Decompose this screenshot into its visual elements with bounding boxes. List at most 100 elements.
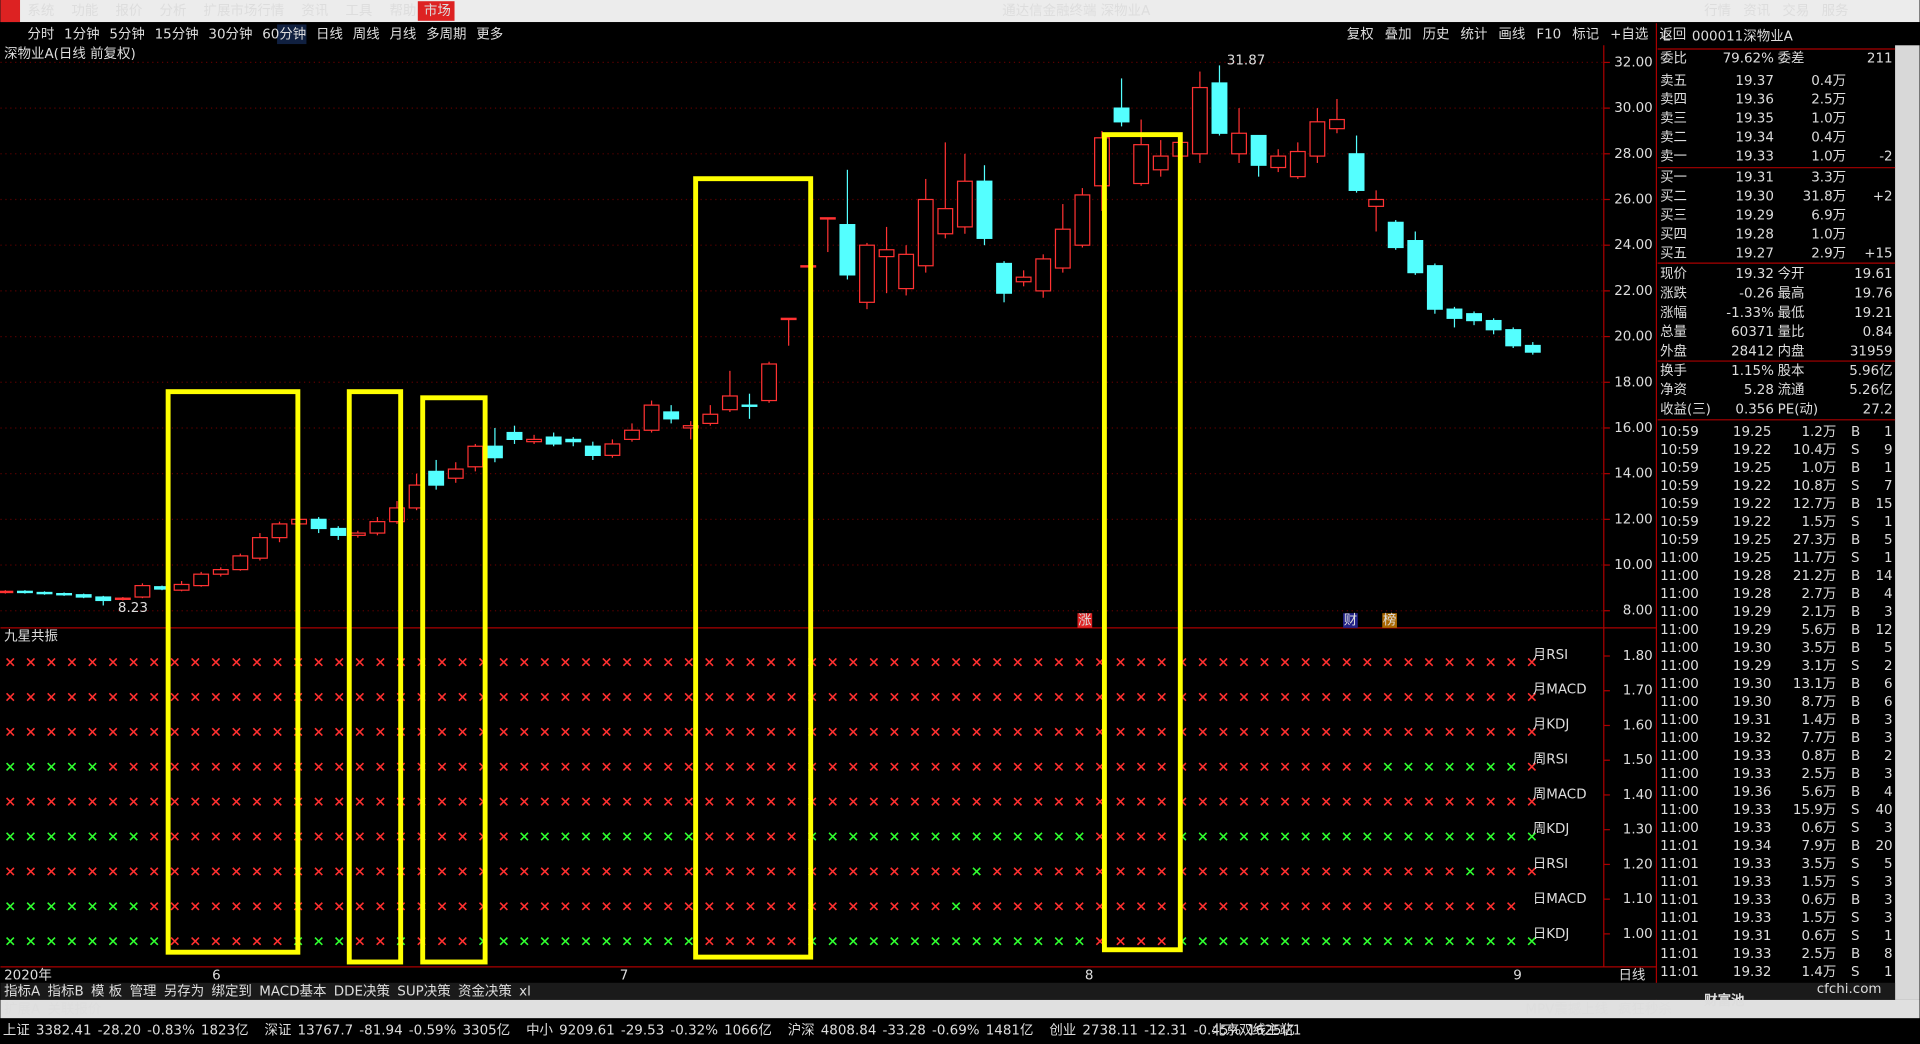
indicator-tab[interactable]: 资金决策: [458, 982, 512, 999]
period-tab[interactable]: 30分钟: [208, 25, 252, 42]
indicator-tab[interactable]: DDE决策: [334, 982, 391, 999]
signal-cross: [1157, 797, 1166, 806]
signal-cross: [1136, 762, 1146, 772]
top-button[interactable]: 服务: [1822, 3, 1849, 19]
signal-cross: [88, 762, 97, 772]
signal-cross: [232, 936, 241, 946]
signal-cross: [6, 762, 15, 772]
signal-cross: [149, 657, 159, 667]
tool-button[interactable]: 返回: [1659, 26, 1686, 42]
indicator-tab[interactable]: 模 板: [91, 983, 122, 999]
signal-cross: [1136, 936, 1146, 946]
period-tab[interactable]: 月线: [389, 26, 416, 42]
candle-body: [1250, 134, 1267, 166]
indicator-tab[interactable]: 绑定到: [212, 983, 252, 999]
quote-value: 1.4万: [1801, 713, 1836, 728]
tick-side: B: [1851, 677, 1860, 692]
signal-cross: [705, 867, 714, 876]
quote-value: 3.3万: [1811, 170, 1846, 185]
quote-value: 8.7万: [1801, 695, 1836, 710]
indicator-tab[interactable]: MACD基本: [259, 982, 326, 999]
signal-cross: [951, 902, 961, 911]
signal-cross: [273, 936, 282, 946]
menu-item[interactable]: 分析: [159, 3, 186, 19]
market-button[interactable]: [417, 1, 455, 21]
menu-item[interactable]: 扩展市场行情: [204, 2, 285, 19]
indicator-tab[interactable]: xl: [519, 984, 531, 999]
tool-button[interactable]: +自选: [1610, 26, 1648, 42]
indicator-tab[interactable]: 管理: [130, 983, 157, 999]
chart-title: 深物业A(日线 前复权): [4, 45, 136, 62]
period-tab[interactable]: 更多: [476, 25, 503, 42]
indicator-tab[interactable]: 指标A: [4, 983, 41, 999]
signal-cross: [663, 797, 673, 806]
menu-item[interactable]: 报价: [115, 3, 142, 19]
period-tab[interactable]: 多周期: [426, 25, 466, 42]
period-tab[interactable]: 周线: [353, 26, 380, 42]
candle-body: [624, 429, 640, 440]
signal-cross: [910, 692, 920, 702]
menu-item[interactable]: 工具: [345, 4, 372, 19]
signal-cross: [1363, 762, 1372, 772]
quote-value: 19.25: [1733, 425, 1772, 440]
ext-tab[interactable]: 关联报价: [48, 1002, 102, 1018]
stat-label: 最低: [1778, 305, 1805, 321]
signal-cross: [437, 762, 447, 772]
period-tab[interactable]: 分时: [27, 26, 54, 42]
signal-cross: [725, 692, 735, 702]
indicator-tab[interactable]: 指标B: [48, 983, 84, 999]
tool-button[interactable]: 叠加: [1385, 26, 1412, 42]
market-label[interactable]: 市场: [424, 2, 451, 19]
promo-link[interactable]: MPV震撼上线: [1525, 1002, 1608, 1018]
signal-cross: [540, 832, 550, 841]
quote-value: 31.8万: [1803, 189, 1846, 204]
signal-cross: [869, 727, 879, 737]
candle-body: [467, 445, 484, 468]
menu-item[interactable]: 帮助: [389, 3, 416, 19]
top-button[interactable]: 行情: [1704, 3, 1731, 19]
period-tab[interactable]: 日线: [316, 26, 343, 42]
candle-body: [36, 591, 53, 595]
signal-cross: [766, 832, 776, 841]
tool-button[interactable]: F10: [1536, 27, 1561, 42]
menu-item[interactable]: 功能: [71, 3, 98, 19]
period-tab[interactable]: 60分钟: [262, 25, 306, 42]
signal-cross: [1054, 936, 1064, 946]
signal-cross: [355, 902, 365, 911]
top-button[interactable]: 交易: [1782, 2, 1809, 19]
tool-button[interactable]: 画线: [1498, 26, 1525, 42]
candle-body: [898, 253, 915, 290]
signal-cross: [1321, 832, 1331, 841]
candle-body: [0, 590, 14, 594]
period-tab[interactable]: 15分钟: [155, 25, 199, 42]
signal-cross: [992, 832, 1002, 841]
signal-cross: [170, 902, 179, 911]
period-tab[interactable]: 5分钟: [109, 25, 144, 42]
quote-value: 19.35: [1735, 112, 1774, 127]
signal-cross: [1445, 727, 1454, 737]
promo-link[interactable]: 疯狂秒杀: [1618, 1002, 1672, 1018]
indicator-tab[interactable]: SUP决策: [397, 982, 451, 999]
index-quote: -12.31: [1144, 1024, 1187, 1039]
index-quote: 3382.41: [36, 1024, 92, 1039]
signal-cross: [540, 762, 550, 772]
tick-side: S: [1851, 515, 1860, 530]
ext-tab[interactable]: 扩展A: [4, 1002, 41, 1018]
menu-item[interactable]: 系统: [27, 3, 54, 19]
signal-cross: [1034, 657, 1043, 667]
indicator-tab[interactable]: 另存为: [164, 983, 204, 999]
tool-button[interactable]: 标记: [1572, 26, 1599, 42]
tool-button[interactable]: 统计: [1461, 26, 1488, 42]
tool-button[interactable]: 复权: [1347, 25, 1374, 42]
signal-cross: [47, 936, 56, 946]
menu-item[interactable]: 资讯: [301, 3, 328, 19]
signal-cross: [849, 657, 858, 667]
top-button[interactable]: 资讯: [1743, 3, 1770, 19]
signal-cross: [1136, 657, 1146, 667]
signal-cross: [684, 727, 694, 737]
tool-button[interactable]: 历史: [1423, 26, 1450, 42]
signal-cross: [273, 832, 282, 841]
period-tab[interactable]: 1分钟: [64, 25, 99, 42]
signal-cross: [88, 936, 97, 946]
